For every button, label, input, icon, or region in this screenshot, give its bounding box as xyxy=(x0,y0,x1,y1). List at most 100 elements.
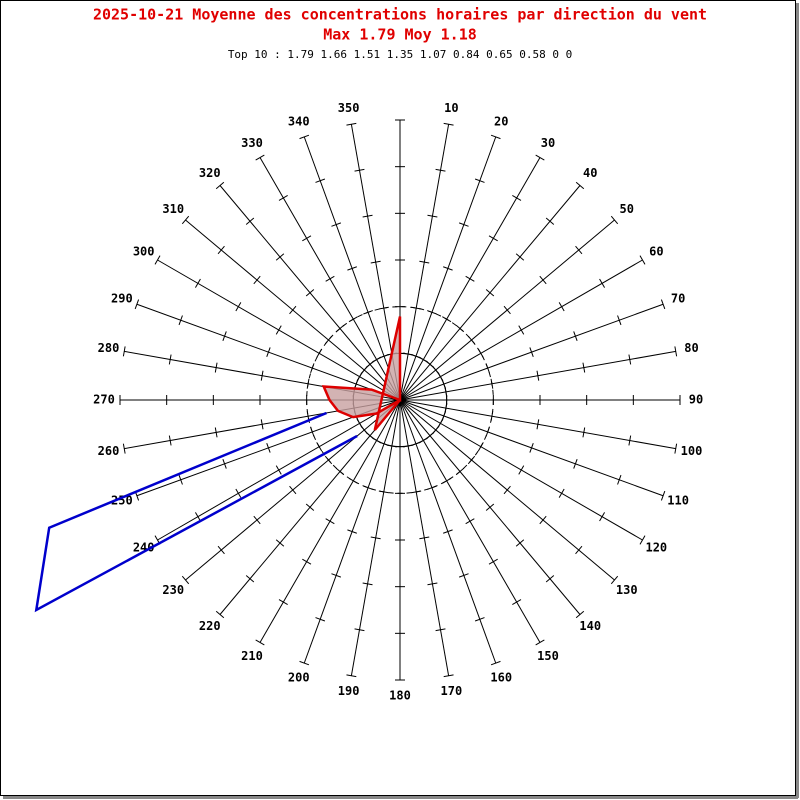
tick-mark xyxy=(529,347,534,357)
tick-mark xyxy=(465,275,475,282)
direction-label: 190 xyxy=(338,684,360,698)
tick-mark xyxy=(299,660,310,666)
tick-mark xyxy=(455,467,465,476)
tick-mark xyxy=(458,222,469,227)
tick-mark xyxy=(316,348,323,358)
direction-label: 100 xyxy=(681,444,703,458)
tick-mark xyxy=(305,503,315,511)
tick-mark xyxy=(490,134,501,140)
tick-mark xyxy=(474,617,485,622)
direction-label: 140 xyxy=(579,619,601,633)
tick-mark xyxy=(512,599,522,606)
tick-mark xyxy=(178,315,183,326)
tick-mark xyxy=(122,443,126,454)
tick-mark xyxy=(306,378,310,389)
tick-mark xyxy=(419,536,430,540)
tick-mark xyxy=(442,477,452,484)
tick-mark xyxy=(299,134,310,140)
tick-mark xyxy=(575,610,585,619)
tick-mark xyxy=(535,639,545,646)
tick-mark xyxy=(599,278,606,288)
direction-label: 330 xyxy=(241,136,263,150)
direction-label: 250 xyxy=(111,494,133,508)
direction-label: 150 xyxy=(537,649,559,663)
tick-mark xyxy=(255,639,265,646)
tick-mark xyxy=(194,278,201,288)
tick-mark xyxy=(245,217,255,225)
direction-label: 320 xyxy=(199,166,221,180)
tick-mark xyxy=(575,545,583,555)
direction-label: 110 xyxy=(667,494,689,508)
tick-mark xyxy=(222,331,227,342)
tick-mark xyxy=(335,467,345,476)
tick-mark xyxy=(275,253,285,261)
tick-mark xyxy=(443,529,453,534)
tick-mark xyxy=(346,122,357,126)
tick-mark xyxy=(260,370,264,381)
tick-mark xyxy=(674,346,678,357)
annotation: Top 10 : 1.79 1.66 1.51 1.35 1.07 0.84 0… xyxy=(228,48,572,61)
tick-mark xyxy=(302,235,312,242)
tick-mark xyxy=(363,310,373,315)
direction-label: 280 xyxy=(98,341,120,355)
direction-label: 20 xyxy=(494,114,508,128)
tick-mark xyxy=(178,474,183,485)
series-shape xyxy=(321,316,402,431)
tick-mark xyxy=(443,674,454,678)
direction-label: 30 xyxy=(541,136,555,150)
direction-label: 40 xyxy=(583,166,597,180)
direction-label: 170 xyxy=(441,684,463,698)
tick-mark xyxy=(168,435,172,446)
tick-mark xyxy=(599,512,606,522)
tick-mark xyxy=(215,181,225,190)
tick-mark xyxy=(235,488,242,498)
tick-mark xyxy=(194,512,201,522)
tick-mark xyxy=(515,253,525,261)
tick-mark xyxy=(316,442,323,452)
tick-mark xyxy=(503,485,511,495)
tick-mark xyxy=(370,260,381,264)
tick-mark xyxy=(575,181,585,190)
tick-mark xyxy=(529,443,534,453)
tick-mark xyxy=(443,266,453,271)
tick-mark xyxy=(488,235,498,242)
tick-mark xyxy=(427,582,438,586)
direction-label: 350 xyxy=(338,101,360,115)
tick-mark xyxy=(275,465,282,475)
direction-label: 160 xyxy=(490,671,512,685)
tick-mark xyxy=(122,346,126,357)
tick-mark xyxy=(266,443,271,453)
tick-mark xyxy=(348,477,358,484)
tick-mark xyxy=(490,411,494,422)
direction-label: 270 xyxy=(93,393,115,407)
tick-mark xyxy=(545,217,555,225)
tick-mark xyxy=(503,305,511,315)
tick-mark xyxy=(411,490,422,494)
tick-mark xyxy=(275,539,285,547)
tick-mark xyxy=(278,194,288,201)
tick-mark xyxy=(582,362,586,373)
tick-mark xyxy=(331,573,342,578)
tick-mark xyxy=(628,354,632,365)
tick-mark xyxy=(266,347,271,357)
tick-mark xyxy=(660,490,666,501)
tick-mark xyxy=(539,515,547,525)
tick-mark xyxy=(253,515,261,525)
tick-mark xyxy=(235,302,242,312)
tick-mark xyxy=(442,316,452,323)
tick-mark xyxy=(582,427,586,438)
tick-mark xyxy=(573,331,578,342)
direction-label: 210 xyxy=(241,649,263,663)
tick-mark xyxy=(310,427,315,437)
chart-title: 2025-10-21 Moyenne des concentrations ho… xyxy=(93,6,707,24)
tick-mark xyxy=(347,529,357,534)
tick-mark xyxy=(427,214,438,218)
tick-mark xyxy=(485,289,495,297)
tick-mark xyxy=(181,575,190,585)
direction-label: 80 xyxy=(684,341,698,355)
tick-mark xyxy=(214,362,218,373)
tick-mark xyxy=(324,455,333,465)
tick-mark xyxy=(427,485,437,490)
direction-label: 230 xyxy=(162,583,184,597)
